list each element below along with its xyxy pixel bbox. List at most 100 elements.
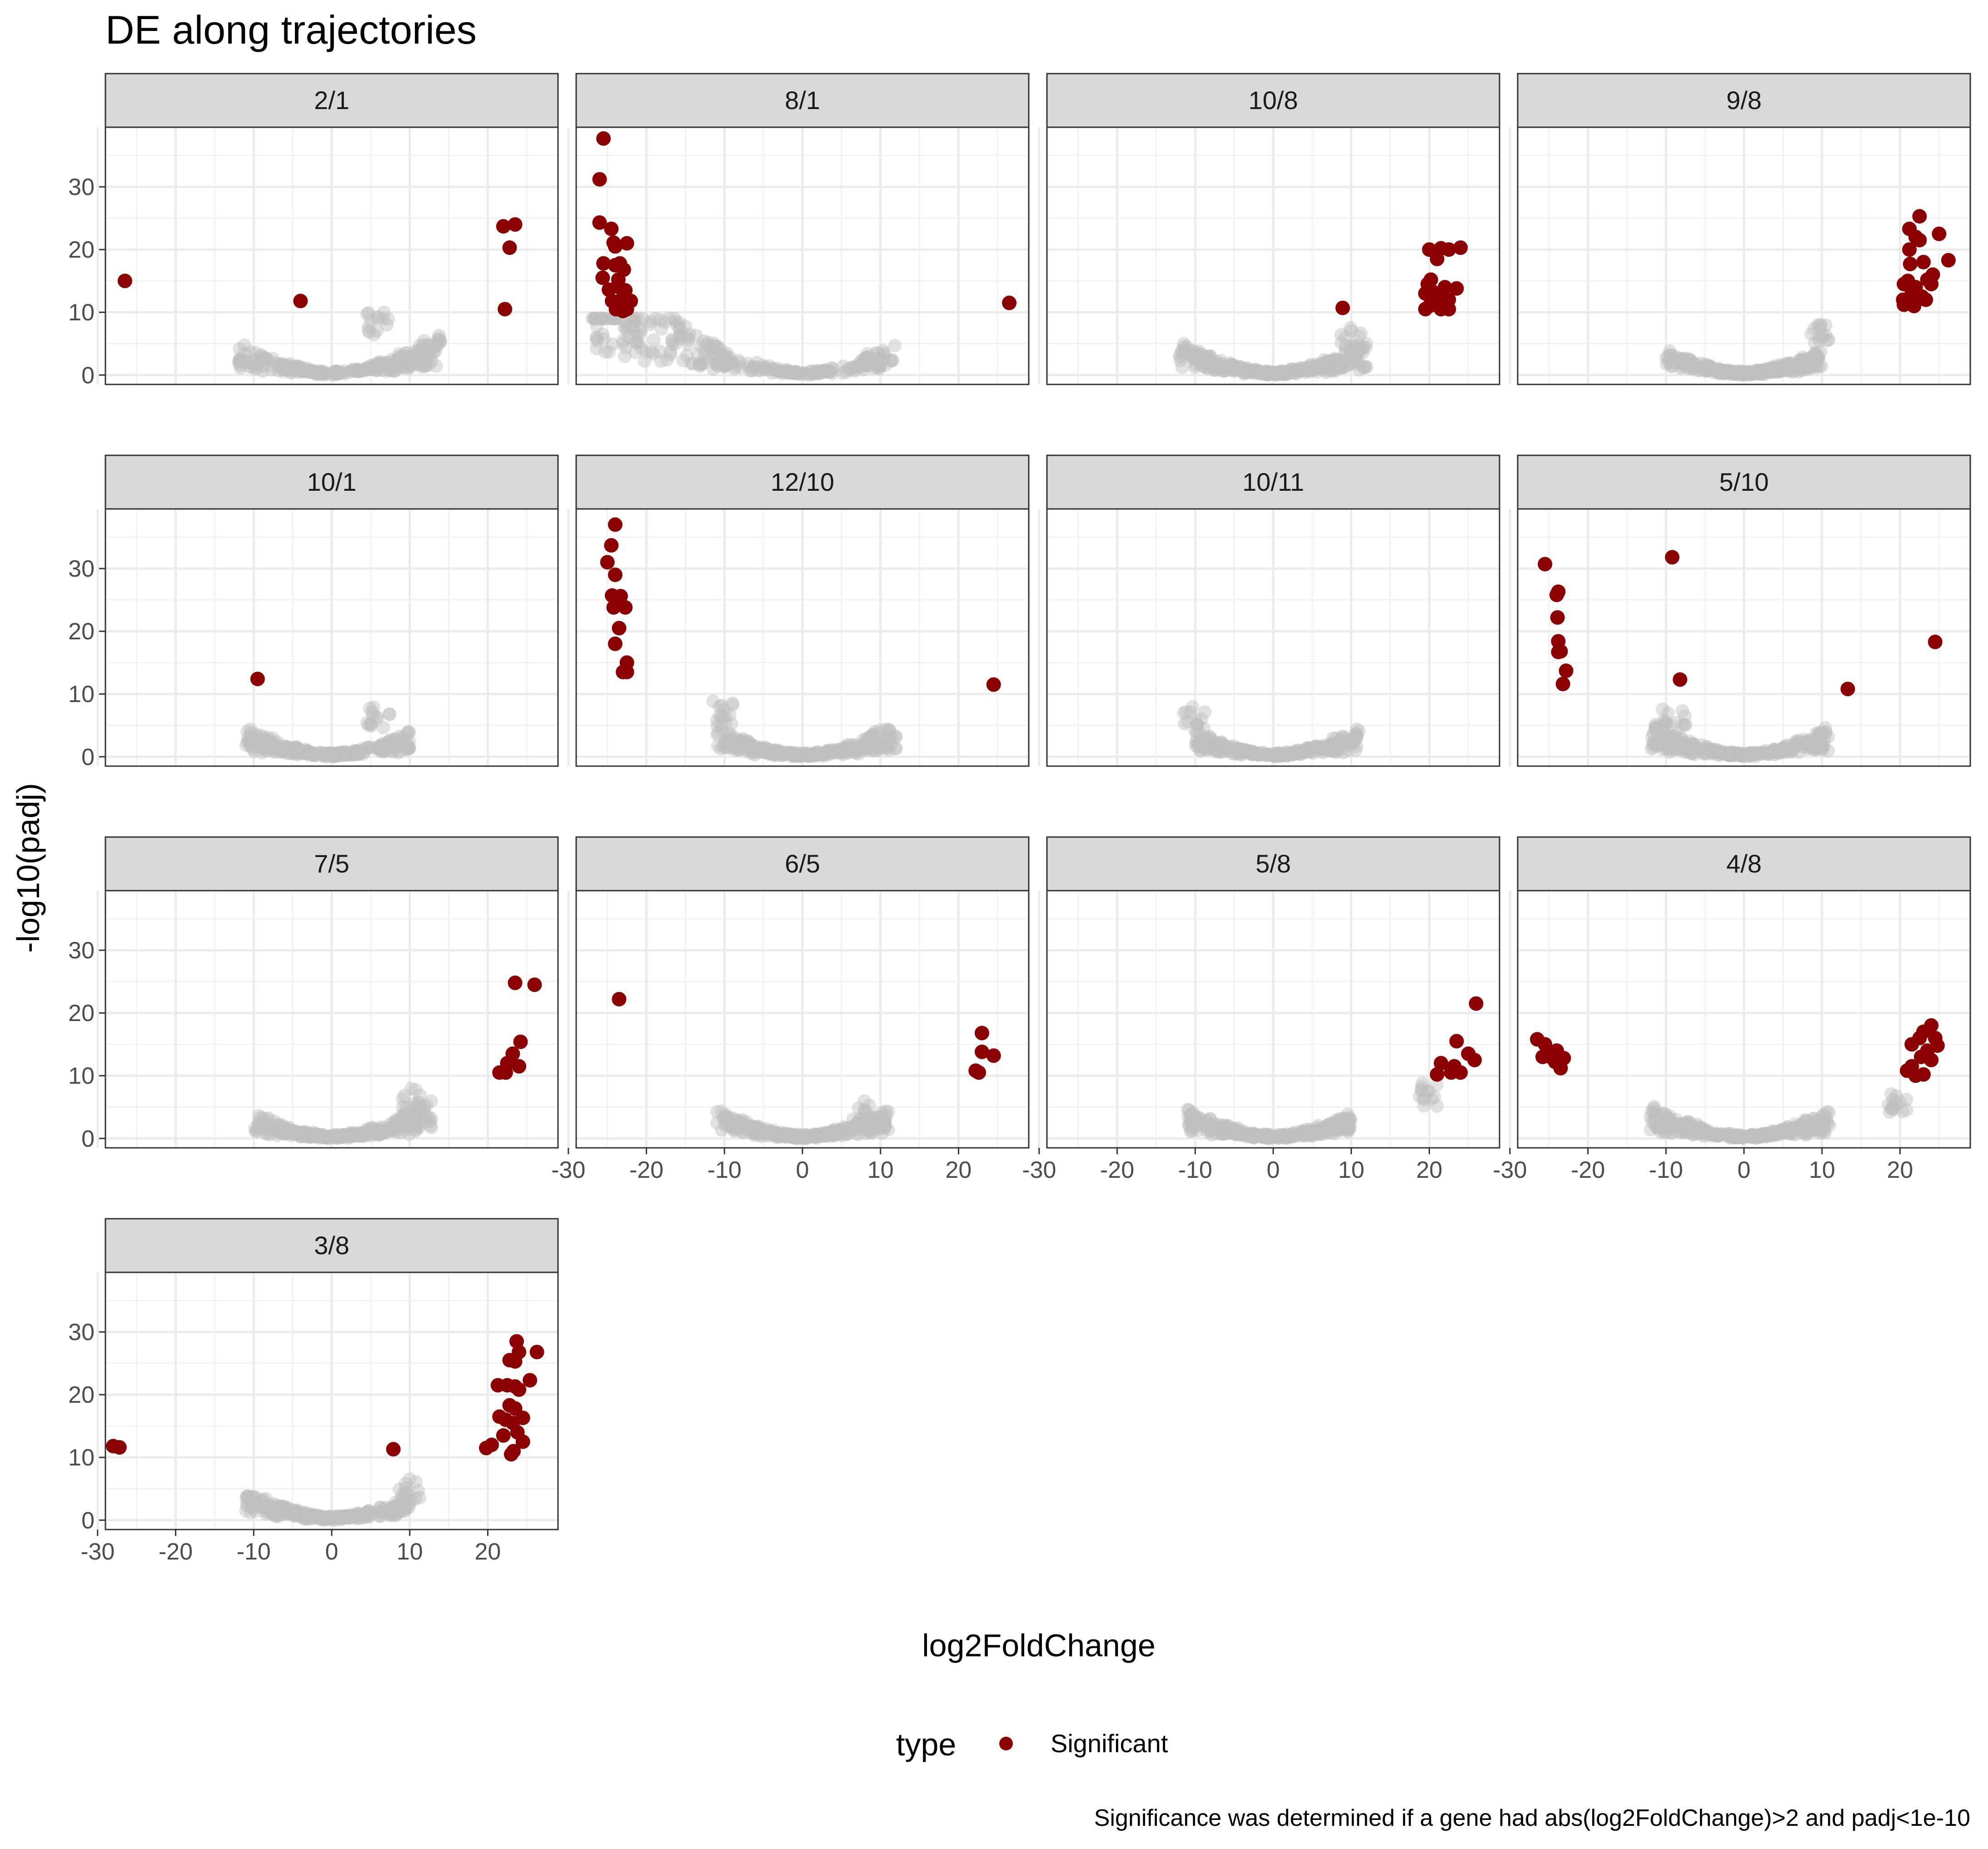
point-nonsignificant	[361, 362, 375, 376]
facet-label: 2/1	[314, 86, 349, 115]
y-tick-label: 10	[68, 299, 95, 326]
point-significant	[619, 664, 634, 679]
point-nonsignificant	[1645, 1115, 1659, 1129]
point-significant	[1930, 1038, 1945, 1053]
point-nonsignificant	[1186, 1119, 1200, 1133]
point-significant	[608, 636, 623, 651]
point-nonsignificant	[308, 364, 322, 378]
point-nonsignificant	[294, 364, 309, 378]
chart-title: DE along trajectories	[105, 7, 477, 52]
point-nonsignificant	[598, 345, 612, 359]
facet-panel: 10/1 0 10 20 30	[68, 454, 559, 770]
point-nonsignificant	[859, 356, 873, 370]
point-nonsignificant	[293, 360, 307, 374]
facet-label: 10/8	[1249, 86, 1298, 115]
point-nonsignificant	[1218, 740, 1232, 754]
point-nonsignificant	[653, 313, 667, 327]
point-nonsignificant	[273, 359, 287, 373]
point-nonsignificant	[346, 362, 360, 376]
facet-label: 9/8	[1726, 86, 1762, 115]
point-nonsignificant	[1417, 1099, 1431, 1113]
point-significant	[503, 1447, 518, 1462]
point-nonsignificant	[355, 742, 369, 756]
point-nonsignificant	[329, 365, 344, 379]
facet-panel: 2/1 0 10 20 30	[68, 73, 559, 389]
point-nonsignificant	[294, 364, 309, 378]
point-nonsignificant	[415, 341, 429, 355]
point-nonsignificant	[289, 361, 303, 375]
x-tick-label: -30	[80, 1539, 115, 1565]
point-nonsignificant	[301, 362, 315, 376]
point-nonsignificant	[245, 1499, 259, 1513]
point-nonsignificant	[809, 366, 823, 380]
facet-panels: 2/1 0 10 20 30 8/1 10/8 9/8 10/1 0 10 20 30 12/10 10/1…	[68, 73, 1971, 1565]
point-nonsignificant	[319, 1130, 333, 1144]
point-nonsignificant	[301, 365, 315, 379]
point-nonsignificant	[1344, 342, 1358, 356]
point-nonsignificant	[367, 359, 381, 373]
point-nonsignificant	[419, 349, 433, 363]
point-nonsignificant	[387, 364, 401, 379]
point-nonsignificant	[336, 366, 350, 380]
point-nonsignificant	[430, 333, 444, 347]
point-nonsignificant	[233, 361, 247, 375]
point-nonsignificant	[320, 1512, 334, 1526]
point-significant	[508, 1354, 523, 1369]
point-nonsignificant	[397, 1088, 411, 1102]
point-nonsignificant	[290, 364, 304, 378]
point-nonsignificant	[1194, 712, 1208, 726]
point-nonsignificant	[399, 1100, 414, 1114]
point-nonsignificant	[282, 358, 296, 372]
point-significant	[250, 672, 265, 687]
point-nonsignificant	[423, 350, 437, 364]
y-tick-label: 0	[81, 744, 95, 770]
point-nonsignificant	[374, 358, 388, 372]
point-nonsignificant	[315, 365, 329, 379]
point-nonsignificant	[375, 358, 389, 372]
point-nonsignificant	[362, 360, 376, 374]
point-nonsignificant	[391, 361, 405, 375]
point-nonsignificant	[381, 359, 395, 373]
facet-panel: 8/1	[567, 73, 1030, 385]
point-nonsignificant	[360, 362, 374, 376]
facet-panel: 4/8 -30 -20 -10 0 10 20	[1493, 836, 1971, 1183]
point-nonsignificant	[318, 368, 332, 382]
point-nonsignificant	[366, 363, 380, 377]
point-nonsignificant	[419, 359, 433, 373]
point-significant	[1840, 682, 1855, 697]
point-nonsignificant	[1313, 361, 1327, 375]
point-significant	[1453, 1065, 1468, 1080]
point-significant	[1551, 644, 1566, 659]
point-nonsignificant	[1202, 742, 1216, 756]
point-significant	[1932, 226, 1947, 241]
point-nonsignificant	[353, 364, 367, 379]
point-nonsignificant	[728, 359, 742, 374]
significant-points	[250, 672, 265, 687]
point-nonsignificant	[1354, 326, 1368, 340]
point-nonsignificant	[597, 332, 611, 346]
facet-label: 10/11	[1242, 468, 1304, 496]
point-nonsignificant	[288, 361, 302, 375]
point-nonsignificant	[295, 364, 309, 378]
point-significant	[527, 977, 542, 992]
point-nonsignificant	[712, 355, 727, 369]
point-nonsignificant	[296, 363, 310, 377]
point-nonsignificant	[303, 364, 317, 378]
point-nonsignificant	[265, 363, 279, 377]
point-nonsignificant	[351, 364, 365, 379]
point-significant	[513, 1034, 528, 1049]
point-nonsignificant	[393, 349, 407, 364]
point-significant	[117, 274, 132, 289]
point-nonsignificant	[373, 1500, 387, 1514]
point-nonsignificant	[236, 354, 250, 368]
x-tick-label: -30	[551, 1157, 585, 1183]
point-nonsignificant	[397, 357, 411, 371]
x-tick-label: 0	[1267, 1157, 1280, 1183]
y-tick-label: 20	[68, 1000, 95, 1027]
point-significant	[1543, 1049, 1558, 1064]
x-tick-label: 0	[796, 1157, 809, 1183]
x-tick-label: -20	[629, 1157, 663, 1183]
point-nonsignificant	[394, 356, 409, 370]
point-nonsignificant	[1173, 354, 1187, 368]
point-nonsignificant	[349, 364, 363, 378]
